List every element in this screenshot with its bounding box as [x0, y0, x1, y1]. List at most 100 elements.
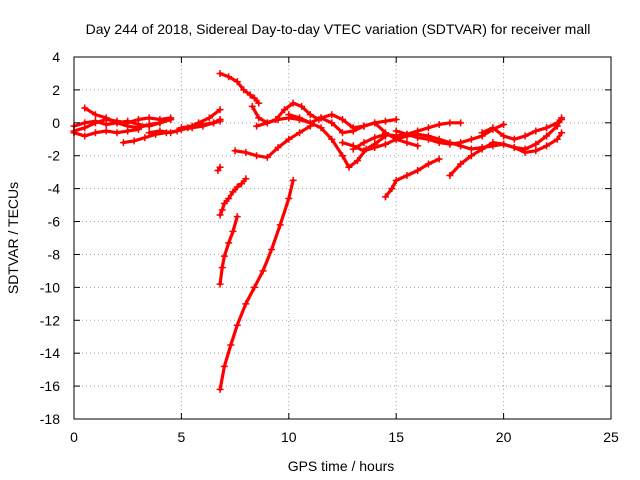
data-point: [246, 91, 254, 99]
data-point: [543, 124, 551, 132]
plot-frame: [73, 56, 612, 420]
data-point: [233, 321, 241, 329]
data-point: [424, 160, 432, 168]
data-point: [446, 171, 454, 179]
data-point: [91, 129, 99, 137]
data-point: [250, 283, 258, 291]
data-point: [285, 111, 293, 119]
data-point: [457, 160, 465, 168]
data-series-group: [70, 69, 566, 393]
data-point: [500, 140, 508, 148]
data-point: [360, 139, 368, 147]
data-point: [253, 152, 261, 160]
data-point: [553, 135, 561, 143]
data-point: [156, 127, 164, 135]
data-series-sat-t: [478, 116, 566, 143]
data-point: [220, 362, 228, 370]
y-tick-label: -18: [40, 411, 60, 427]
data-point: [220, 199, 228, 207]
data-point: [317, 114, 325, 122]
data-point: [521, 132, 529, 140]
data-point: [102, 127, 110, 135]
data-point: [339, 139, 346, 147]
data-point: [478, 129, 486, 137]
data-point: [225, 195, 233, 203]
data-point: [229, 227, 237, 235]
data-point: [317, 124, 325, 132]
data-point: [435, 120, 443, 128]
data-point: [233, 183, 241, 191]
data-point: [414, 167, 422, 175]
data-point: [392, 127, 400, 135]
data-point: [229, 188, 237, 196]
data-point: [216, 211, 224, 219]
data-point: [227, 341, 235, 349]
data-point: [467, 135, 475, 143]
data-point: [339, 116, 346, 124]
x-tick-label: 0: [70, 429, 78, 445]
data-series-sat-k: [231, 122, 314, 161]
data-point: [532, 147, 540, 155]
data-point: [339, 129, 346, 137]
data-point: [500, 132, 508, 140]
data-point: [220, 252, 228, 260]
data-point: [250, 94, 258, 102]
data-point: [259, 267, 267, 275]
data-series-sat-u: [216, 175, 250, 219]
data-point: [296, 129, 304, 137]
data-point: [371, 134, 379, 142]
data-series-sat-w: [216, 176, 297, 393]
data-point: [285, 135, 293, 143]
data-point: [188, 122, 196, 130]
data-point: [242, 148, 250, 156]
data-point: [240, 86, 248, 94]
data-point: [446, 140, 454, 148]
data-point: [467, 152, 475, 160]
data-series-sat-x: [214, 163, 224, 175]
data-point: [349, 145, 357, 153]
y-tick-label: -12: [40, 312, 60, 328]
data-point: [225, 239, 233, 247]
data-point: [81, 132, 89, 140]
data-point: [478, 144, 486, 151]
data-point: [248, 102, 256, 110]
data-point: [102, 114, 110, 122]
data-point: [274, 116, 282, 124]
data-point: [328, 119, 336, 127]
data-point: [130, 137, 138, 145]
data-point: [381, 130, 389, 138]
data-point: [403, 139, 411, 147]
y-tick-label: -16: [40, 378, 60, 394]
data-point: [435, 139, 443, 147]
data-point: [113, 119, 121, 127]
data-point: [328, 111, 336, 119]
y-tick-label: -2: [48, 148, 61, 164]
data-point: [339, 152, 346, 160]
data-point: [242, 300, 250, 308]
data-point: [306, 111, 314, 119]
data-point: [177, 124, 185, 132]
data-point: [489, 142, 497, 150]
y-tick-label: -10: [40, 279, 60, 295]
data-point: [489, 124, 497, 132]
data-point: [521, 148, 529, 156]
data-point: [242, 175, 250, 183]
data-series-sat-h: [216, 69, 263, 107]
data-point: [414, 142, 422, 150]
data-point: [281, 106, 289, 114]
data-point: [543, 132, 551, 140]
data-point: [263, 153, 271, 161]
data-series-sat-g: [177, 117, 224, 132]
chart-title: Day 244 of 2018, Sidereal Day-to-day VTE…: [86, 21, 591, 37]
data-series-sat-s: [457, 129, 566, 156]
data-point: [156, 119, 164, 127]
data-point: [388, 185, 396, 193]
x-tick-label: 25: [603, 429, 619, 445]
data-point: [392, 116, 400, 124]
y-tick-label: -6: [48, 214, 61, 230]
data-point: [145, 114, 153, 122]
data-point: [381, 193, 389, 201]
data-point: [381, 140, 389, 148]
data-point: [81, 104, 89, 112]
